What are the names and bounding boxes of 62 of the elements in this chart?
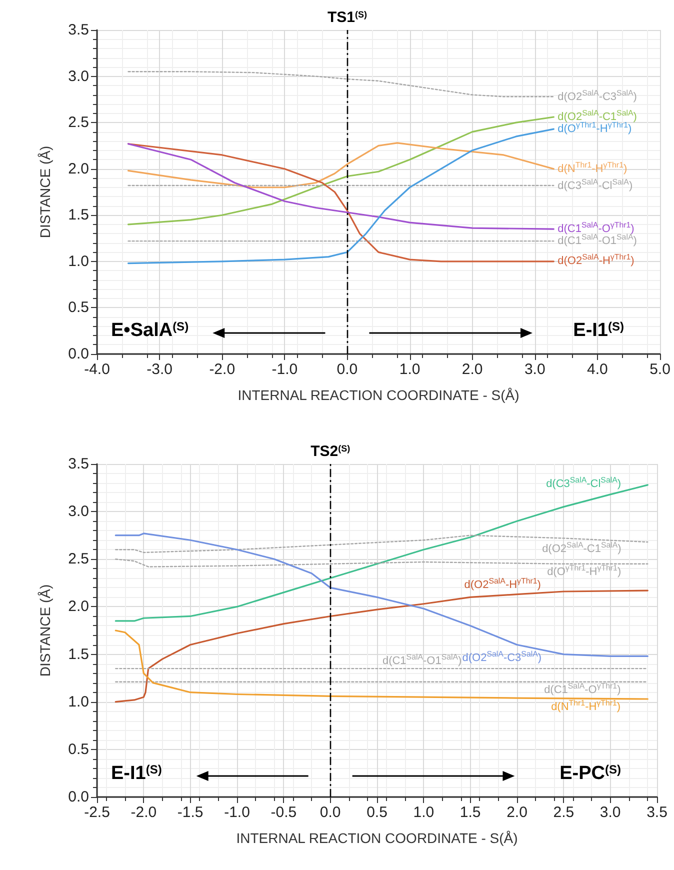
x-axis-title: INTERNAL REACTION COORDINATE - S(Å) [236,830,518,846]
x-tick-label: 5.0 [650,361,670,378]
y-tick-label: 2.5 [68,114,89,132]
y-tick-label: 2.0 [68,598,89,616]
line-series [127,116,554,226]
y-tick-label: 2.5 [68,550,89,568]
y-tick-label: 1.5 [68,646,89,663]
x-tick-label: 0.0 [336,361,358,378]
x-tick-label: 1.5 [460,804,481,821]
line-series [114,630,648,700]
y-axis-title: DISTANCE (Å) [37,146,53,238]
series-label: d(O2$^{SalA}$-C3$^{SalA}$) [462,649,542,664]
x-tick-label: -1.0 [224,804,250,821]
series-label: d(C1$^{SalA}$-O$^{γThr1}$) [544,681,621,696]
x-tick-label: 2.5 [553,804,574,821]
y-tick-label: 1.5 [68,206,89,224]
series-label: d(N$^{Thr1}$-H$^{γThr1}$) [551,698,621,713]
x-tick-label: 3.0 [524,361,546,378]
x-tick-label: 0.5 [366,804,388,821]
line-series [115,534,648,554]
x-tick-label: 1.0 [413,804,434,821]
series-label: d(O2$^{SalA}$-H$^{γThr1}$) [558,252,634,268]
x-tick-label: 2.0 [462,361,483,378]
y-tick-label: 3.0 [68,503,89,520]
x-tick-label: -1.5 [177,804,204,821]
series-label: d(O$^{γThr1}$-H$^{γThr1}$) [558,120,632,136]
series-label: d(O2$^{SalA}$-H$^{γThr1}$) [464,576,541,591]
series-label: d(O2$^{SalA}$-C1$^{SalA}$) [542,540,622,555]
y-tick-label: 0.5 [68,299,89,316]
x-tick-label: 1.0 [399,361,420,378]
x-tick-label: -1.0 [272,361,298,378]
series-label: d(O2$^{SalA}$-C3$^{SalA}$) [558,88,637,103]
line-series [128,71,554,98]
y-tick-label: 2.0 [68,160,89,178]
series-label: d(C3$^{SalA}$-Cl$^{SalA}$) [558,176,633,192]
x-tick-label: 2.0 [506,804,528,821]
x-tick-label: -2.0 [209,361,236,378]
y-tick-label: 0.0 [68,788,89,806]
y-tick-label: 3.5 [68,22,89,38]
x-tick-label: 4.0 [587,361,608,378]
x-tick-label: -0.5 [270,804,297,821]
x-tick-label: -2.0 [130,804,157,821]
series-label: d(N$^{Thr1}$-H$^{γThr1}$) [558,160,628,175]
y-tick-label: 1.0 [68,693,89,710]
y-tick-label: 0.5 [68,740,89,758]
x-tick-label: -2.5 [84,804,110,821]
x-axis-title: INTERNAL REACTION COORDINATE - S(Å) [238,387,520,403]
x-tick-label: 3.5 [646,804,668,821]
x-tick-label: -3.0 [146,361,172,378]
y-tick-label: 3.0 [68,68,89,85]
y-tick-label: 3.5 [68,456,89,472]
y-axis-title: DISTANCE (Å) [37,584,53,677]
series-label: d(C3$^{SalA}$-Cl$^{SalA}$) [546,475,622,490]
y-tick-label: 1.0 [68,252,89,270]
x-tick-label: 0.0 [320,804,341,821]
series-label: d(O$^{γThr1}$-H$^{γThr1}$) [547,563,622,578]
x-tick-label: -4.0 [84,361,110,378]
line-series [127,143,554,230]
x-tick-label: 3.0 [600,804,621,821]
series-label: d(C1$^{SalA}$-O1$^{SalA}$) [382,652,462,667]
line-series [127,142,554,188]
y-tick-label: 0.0 [68,346,89,362]
